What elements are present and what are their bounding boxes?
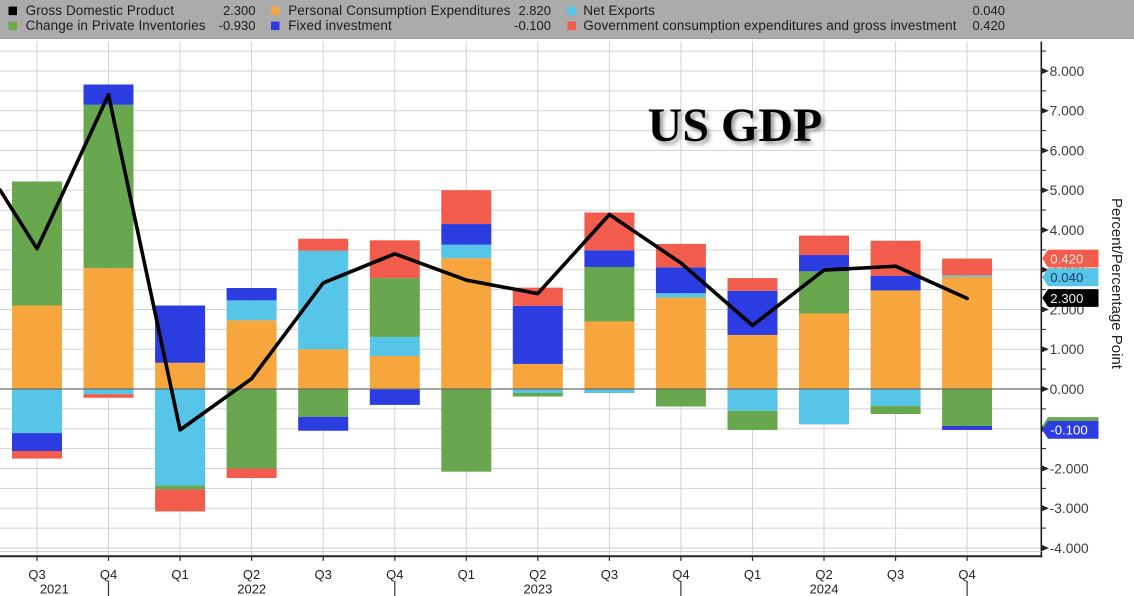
svg-text:Gross Domestic Product: Gross Domestic Product bbox=[26, 3, 175, 18]
svg-text:Q2: Q2 bbox=[529, 567, 546, 582]
svg-text:Q3: Q3 bbox=[887, 567, 904, 582]
svg-text:6.000: 6.000 bbox=[1050, 143, 1085, 158]
svg-text:0.000: 0.000 bbox=[1050, 382, 1085, 397]
svg-text:Government consumption expendi: Government consumption expenditures and … bbox=[583, 18, 956, 33]
svg-text:Q4: Q4 bbox=[958, 567, 975, 582]
svg-text:Q4: Q4 bbox=[386, 567, 403, 582]
svg-text:US GDP: US GDP bbox=[648, 99, 823, 152]
svg-text:2021: 2021 bbox=[40, 582, 69, 596]
svg-text:Change in Private Inventories: Change in Private Inventories bbox=[26, 18, 206, 33]
svg-text:-0.100: -0.100 bbox=[514, 18, 551, 33]
svg-text:2022: 2022 bbox=[237, 582, 266, 596]
svg-text:2024: 2024 bbox=[810, 582, 839, 596]
svg-text:2.300: 2.300 bbox=[223, 3, 256, 18]
svg-text:4.000: 4.000 bbox=[1050, 223, 1085, 238]
svg-text:Q1: Q1 bbox=[744, 567, 761, 582]
svg-text:0.420: 0.420 bbox=[1050, 251, 1083, 266]
svg-text:2023: 2023 bbox=[523, 582, 552, 596]
svg-text:Percent/Percentage Point: Percent/Percentage Point bbox=[1108, 198, 1125, 370]
svg-text:7.000: 7.000 bbox=[1050, 104, 1085, 119]
svg-text:Net Exports: Net Exports bbox=[583, 3, 655, 18]
svg-text:2.300: 2.300 bbox=[1050, 291, 1083, 306]
svg-text:Fixed investment: Fixed investment bbox=[288, 18, 392, 33]
svg-text:Q1: Q1 bbox=[458, 567, 475, 582]
svg-text:0.040: 0.040 bbox=[972, 3, 1005, 18]
svg-text:-2.000: -2.000 bbox=[1050, 461, 1089, 476]
svg-text:Q3: Q3 bbox=[315, 567, 332, 582]
svg-text:Personal Consumption Expenditu: Personal Consumption Expenditures bbox=[288, 3, 511, 18]
svg-text:Q1: Q1 bbox=[171, 567, 188, 582]
svg-text:-0.930: -0.930 bbox=[219, 18, 256, 33]
svg-text:-0.100: -0.100 bbox=[1050, 423, 1087, 438]
svg-text:-4.000: -4.000 bbox=[1050, 541, 1089, 556]
svg-text:Q4: Q4 bbox=[672, 567, 689, 582]
svg-text:0.040: 0.040 bbox=[1050, 270, 1083, 285]
svg-text:-3.000: -3.000 bbox=[1050, 501, 1089, 516]
svg-text:1.000: 1.000 bbox=[1050, 342, 1085, 357]
svg-text:2.820: 2.820 bbox=[518, 3, 551, 18]
svg-text:Q3: Q3 bbox=[28, 567, 45, 582]
svg-text:Q2: Q2 bbox=[243, 567, 260, 582]
svg-text:0.420: 0.420 bbox=[972, 18, 1005, 33]
svg-text:Q2: Q2 bbox=[815, 567, 832, 582]
svg-text:Q4: Q4 bbox=[100, 567, 117, 582]
svg-text:Q3: Q3 bbox=[601, 567, 618, 582]
svg-text:8.000: 8.000 bbox=[1050, 64, 1085, 79]
svg-text:5.000: 5.000 bbox=[1050, 183, 1085, 198]
